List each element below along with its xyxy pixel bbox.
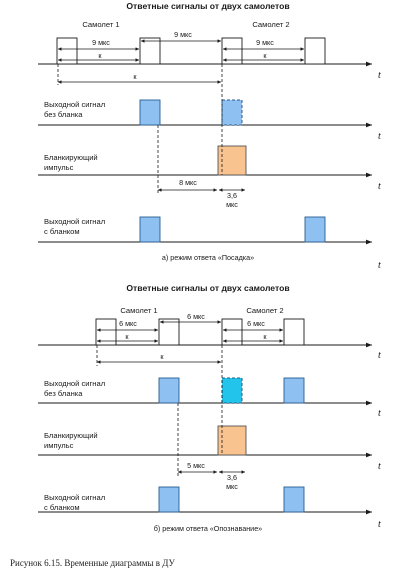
interval-label-1: 9 мкс: [92, 38, 110, 47]
row-label: Выходной сигнал: [44, 379, 105, 388]
aircraft2-pulse-1: [221, 37, 243, 65]
row-label: Выходной сигнал: [44, 493, 105, 502]
diagram-a-output-blank-row: Выходной сигнал с бланком а) режим ответ…: [38, 216, 381, 271]
output-pulse-aircraft1: [139, 99, 161, 126]
interval-label-1: 6 мкс: [119, 319, 137, 328]
time-axis-label: t: [378, 181, 381, 192]
mode-caption: б) режим ответа «Опознавание»: [154, 524, 262, 533]
k-label-1: к: [98, 51, 102, 60]
k-label-2: к: [263, 51, 267, 60]
row-label: Выходной сигнал: [44, 100, 105, 109]
aircraft2-label: Самолет 2: [252, 20, 289, 29]
blank-width-label: 3,6: [227, 191, 237, 200]
time-axis-label: t: [378, 408, 381, 419]
row-label: с бланком: [44, 227, 80, 236]
diagram-a-blanking-row: Бланкирующий импульс t 8 мкс 3,6 мкс: [38, 145, 381, 209]
blank-width-unit: мкс: [226, 200, 238, 209]
diagram-b: Ответные сигналы от двух самолетов t Сам…: [38, 283, 381, 533]
k-label-2: к: [263, 332, 267, 341]
delay-label: 5 мкс: [187, 461, 205, 470]
aircraft1-pulse-2: [139, 37, 161, 65]
time-axis-label: t: [378, 70, 381, 81]
diagram-b-title: Ответные сигналы от двух самолетов: [126, 283, 289, 293]
output-pulse-aircraft1: [158, 377, 180, 404]
aircraft1-pulse-2: [158, 318, 180, 346]
k-label-1: к: [125, 332, 129, 341]
row-label: Бланкирующий: [44, 431, 98, 440]
row-label: Бланкирующий: [44, 153, 98, 162]
interval-label-2: 9 мкс: [174, 30, 192, 39]
aircraft2-label: Самолет 2: [246, 306, 283, 315]
blanking-pulse: [217, 145, 247, 176]
diagram-a-output-no-blank-row: Выходной сигнал без бланка t: [38, 99, 381, 142]
time-axis-label: t: [378, 350, 381, 361]
diagram-b-blanking-row: Бланкирующий импульс t 5 мкс 3,6 мкс: [38, 425, 381, 491]
time-axis-label: t: [378, 131, 381, 142]
time-axis-label: t: [378, 461, 381, 472]
aircraft1-label: Самолет 1: [82, 20, 119, 29]
output-pulse-aircraft1: [158, 486, 180, 513]
interval-label-3: 6 мкс: [247, 319, 265, 328]
output-pulse-aircraft2: [283, 486, 305, 513]
diagram-b-output-blank-row: Выходной сигнал с бланком б) режим ответ…: [38, 486, 381, 533]
row-label: без бланка: [44, 110, 83, 119]
mode-caption: а) режим ответа «Посадка»: [162, 253, 254, 262]
blank-width-label: 3,6: [227, 473, 237, 482]
interval-label-3: 9 мкс: [256, 38, 274, 47]
row-label: импульс: [44, 163, 74, 172]
delay-label: 8 мкс: [179, 178, 197, 187]
row-label: с бланком: [44, 503, 80, 512]
figure-caption: Рисунок 6.15. Временные диаграммы в ДУ: [10, 558, 176, 568]
output-pulse-aircraft2-suppressed: [221, 99, 243, 126]
diagram-a-reply-row: t Самолет 1 Самолет 2 9 мкс 9 мкс 9 мкс …: [38, 20, 381, 84]
diagram-b-reply-row: t Самолет 1 Самолет 2 6 мкс 6 мкс 6 мкс …: [38, 306, 381, 364]
diagram-a-title: Ответные сигналы от двух самолетов: [126, 1, 289, 11]
row-label: импульс: [44, 441, 74, 450]
row-label: Выходной сигнал: [44, 217, 105, 226]
aircraft1-pulse-1: [56, 37, 78, 65]
diagram-b-output-no-blank-row: Выходной сигнал без бланка t: [38, 377, 381, 419]
k-span-label: к: [160, 352, 164, 361]
output-pulse-aircraft1: [139, 216, 161, 243]
output-pulse-aircraft2-suppressed: [221, 377, 243, 404]
aircraft1-label: Самолет 1: [120, 306, 157, 315]
aircraft1-pulse-1: [95, 318, 117, 346]
k-span-label: к: [133, 72, 137, 81]
aircraft2-pulse-1: [221, 318, 243, 346]
output-pulse-aircraft2: [283, 377, 305, 404]
row-label: без бланка: [44, 389, 83, 398]
blanking-pulse: [217, 425, 247, 456]
interval-label-2: 6 мкс: [187, 312, 205, 321]
time-axis-label: t: [378, 260, 381, 271]
time-axis-label: t: [378, 519, 381, 530]
output-pulse-aircraft2: [304, 216, 326, 243]
blank-width-unit: мкс: [226, 482, 238, 491]
aircraft2-pulse-2: [304, 37, 326, 65]
aircraft2-pulse-2: [283, 318, 305, 346]
diagram-a: Ответные сигналы от двух самолетов t Сам…: [38, 1, 381, 271]
